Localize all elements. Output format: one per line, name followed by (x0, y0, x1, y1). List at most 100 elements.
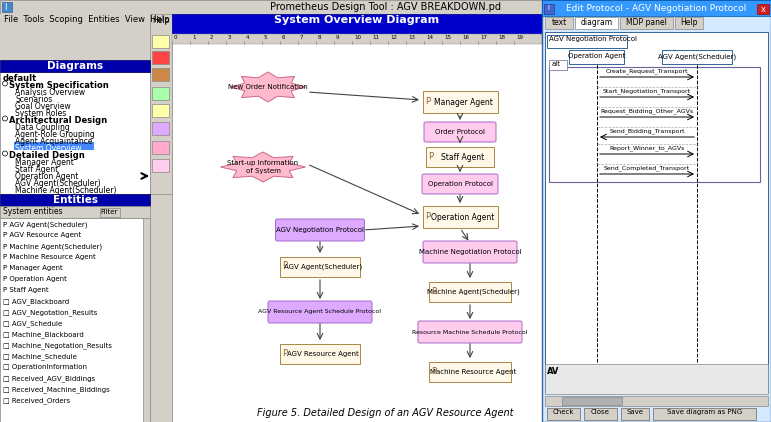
Bar (757, 4, 769, 14)
Text: 13: 13 (408, 35, 415, 40)
Bar (662, 50, 732, 64)
Text: System Roles: System Roles (15, 109, 66, 118)
Text: 8: 8 (318, 35, 322, 40)
Text: Architectural Design: Architectural Design (9, 116, 107, 125)
Bar (143, 218, 150, 422)
Bar (0, 206, 150, 218)
Text: System entities: System entities (3, 207, 62, 216)
FancyBboxPatch shape (423, 241, 517, 263)
Text: Send_Completed_Transport: Send_Completed_Transport (604, 165, 690, 171)
Bar (549, 67, 760, 182)
Bar (0, 14, 540, 24)
Text: Edit Protocol - AGV Negotiation Protocol: Edit Protocol - AGV Negotiation Protocol (567, 4, 746, 13)
FancyBboxPatch shape (422, 174, 498, 194)
Text: Start_Negotiation_Transport: Start_Negotiation_Transport (603, 88, 691, 94)
Text: □ Machine_Blackboard: □ Machine_Blackboard (3, 331, 84, 338)
Bar (152, 51, 169, 64)
Text: 6: 6 (282, 35, 285, 40)
Text: Operation Protocol: Operation Protocol (427, 181, 493, 187)
Text: 7: 7 (300, 35, 304, 40)
Text: Manager Agent: Manager Agent (15, 158, 74, 167)
Bar (172, 34, 542, 44)
Text: 1: 1 (192, 35, 196, 40)
Text: Help: Help (680, 18, 698, 27)
Text: 10: 10 (354, 35, 361, 40)
Bar (0, 0, 771, 14)
Text: 14: 14 (426, 35, 433, 40)
Text: □ Machine_Negotation_Results: □ Machine_Negotation_Results (3, 342, 112, 349)
Text: Close: Close (591, 409, 610, 415)
Text: 2: 2 (210, 35, 214, 40)
Text: Machine Negotiation Protocol: Machine Negotiation Protocol (419, 249, 521, 255)
Text: P: P (432, 366, 436, 376)
Text: System Specification: System Specification (9, 81, 109, 90)
Text: MDP panel: MDP panel (626, 18, 667, 27)
Text: Staff Agent: Staff Agent (441, 152, 485, 162)
Text: AGV Negotiation Protocol: AGV Negotiation Protocol (276, 227, 364, 233)
Text: Filter: Filter (101, 209, 118, 215)
Bar (584, 408, 617, 420)
Text: Machine Resource Agent: Machine Resource Agent (429, 369, 517, 375)
Bar (152, 141, 169, 154)
Text: Send_Bidding_Transport: Send_Bidding_Transport (609, 128, 685, 134)
Bar (172, 14, 542, 34)
FancyBboxPatch shape (268, 301, 372, 323)
Text: □ Received_Orders: □ Received_Orders (3, 397, 70, 404)
Text: □ Received_AGV_Biddings: □ Received_AGV_Biddings (3, 375, 95, 382)
Text: Goal Overview: Goal Overview (15, 102, 71, 111)
Text: □ OperationInformation: □ OperationInformation (3, 364, 87, 370)
Bar (545, 364, 768, 394)
Text: text: text (551, 18, 567, 27)
Text: P Staff Agent: P Staff Agent (3, 287, 49, 293)
Text: Diagrams: Diagrams (47, 61, 103, 71)
Text: Entities: Entities (52, 195, 97, 205)
Text: AGV Resource Agent: AGV Resource Agent (287, 351, 359, 357)
Text: default: default (3, 74, 37, 83)
Text: P: P (282, 349, 288, 357)
Bar (2, 2, 12, 12)
Text: I: I (547, 5, 549, 11)
Text: diagram: diagram (581, 18, 613, 27)
Bar (152, 122, 169, 135)
Bar (100, 208, 120, 217)
Text: x: x (760, 5, 766, 14)
Text: P Machine Agent(Scheduler): P Machine Agent(Scheduler) (3, 243, 102, 249)
Text: alt: alt (552, 61, 561, 67)
Bar (545, 32, 768, 392)
Text: AV: AV (547, 367, 560, 376)
Circle shape (2, 81, 8, 86)
Text: 9: 9 (336, 35, 339, 40)
Text: File  Tools  Scoping  Entities  View  Help: File Tools Scoping Entities View Help (4, 15, 170, 24)
Text: Agent-Role Grouping: Agent-Role Grouping (15, 130, 95, 139)
Text: 18: 18 (498, 35, 505, 40)
Text: 11: 11 (372, 35, 379, 40)
Bar (545, 396, 768, 406)
Text: Operation Agent: Operation Agent (568, 53, 626, 59)
Text: Agent Acquaintance: Agent Acquaintance (15, 137, 93, 146)
Bar (152, 104, 169, 117)
Text: Save diagram as PNG: Save diagram as PNG (667, 409, 742, 415)
Text: Operation Agent: Operation Agent (431, 213, 495, 222)
Text: P Manager Agent: P Manager Agent (3, 265, 62, 271)
Text: System Overview Diagram: System Overview Diagram (274, 15, 439, 25)
Text: 0: 0 (174, 35, 177, 40)
Text: AGV Resource Agent Schedule Protocol: AGV Resource Agent Schedule Protocol (258, 309, 382, 314)
Bar (429, 362, 511, 382)
Text: AGV Agent(Scheduler): AGV Agent(Scheduler) (284, 264, 362, 270)
Text: 19: 19 (516, 35, 523, 40)
Circle shape (2, 151, 8, 156)
Text: □ AGV_Blackboard: □ AGV_Blackboard (3, 298, 69, 305)
Bar (562, 397, 622, 405)
Bar (0, 72, 150, 194)
Text: P Machine Resource Agent: P Machine Resource Agent (3, 254, 96, 260)
Text: Detailed Design: Detailed Design (9, 151, 85, 160)
Bar (152, 35, 169, 48)
Bar (544, 4, 554, 14)
Text: Save: Save (627, 409, 644, 415)
Text: P: P (282, 262, 288, 271)
Text: P: P (425, 97, 430, 106)
Polygon shape (221, 152, 305, 182)
Bar (547, 408, 580, 420)
Text: Order Protocol: Order Protocol (435, 129, 485, 135)
Text: P: P (425, 211, 430, 221)
